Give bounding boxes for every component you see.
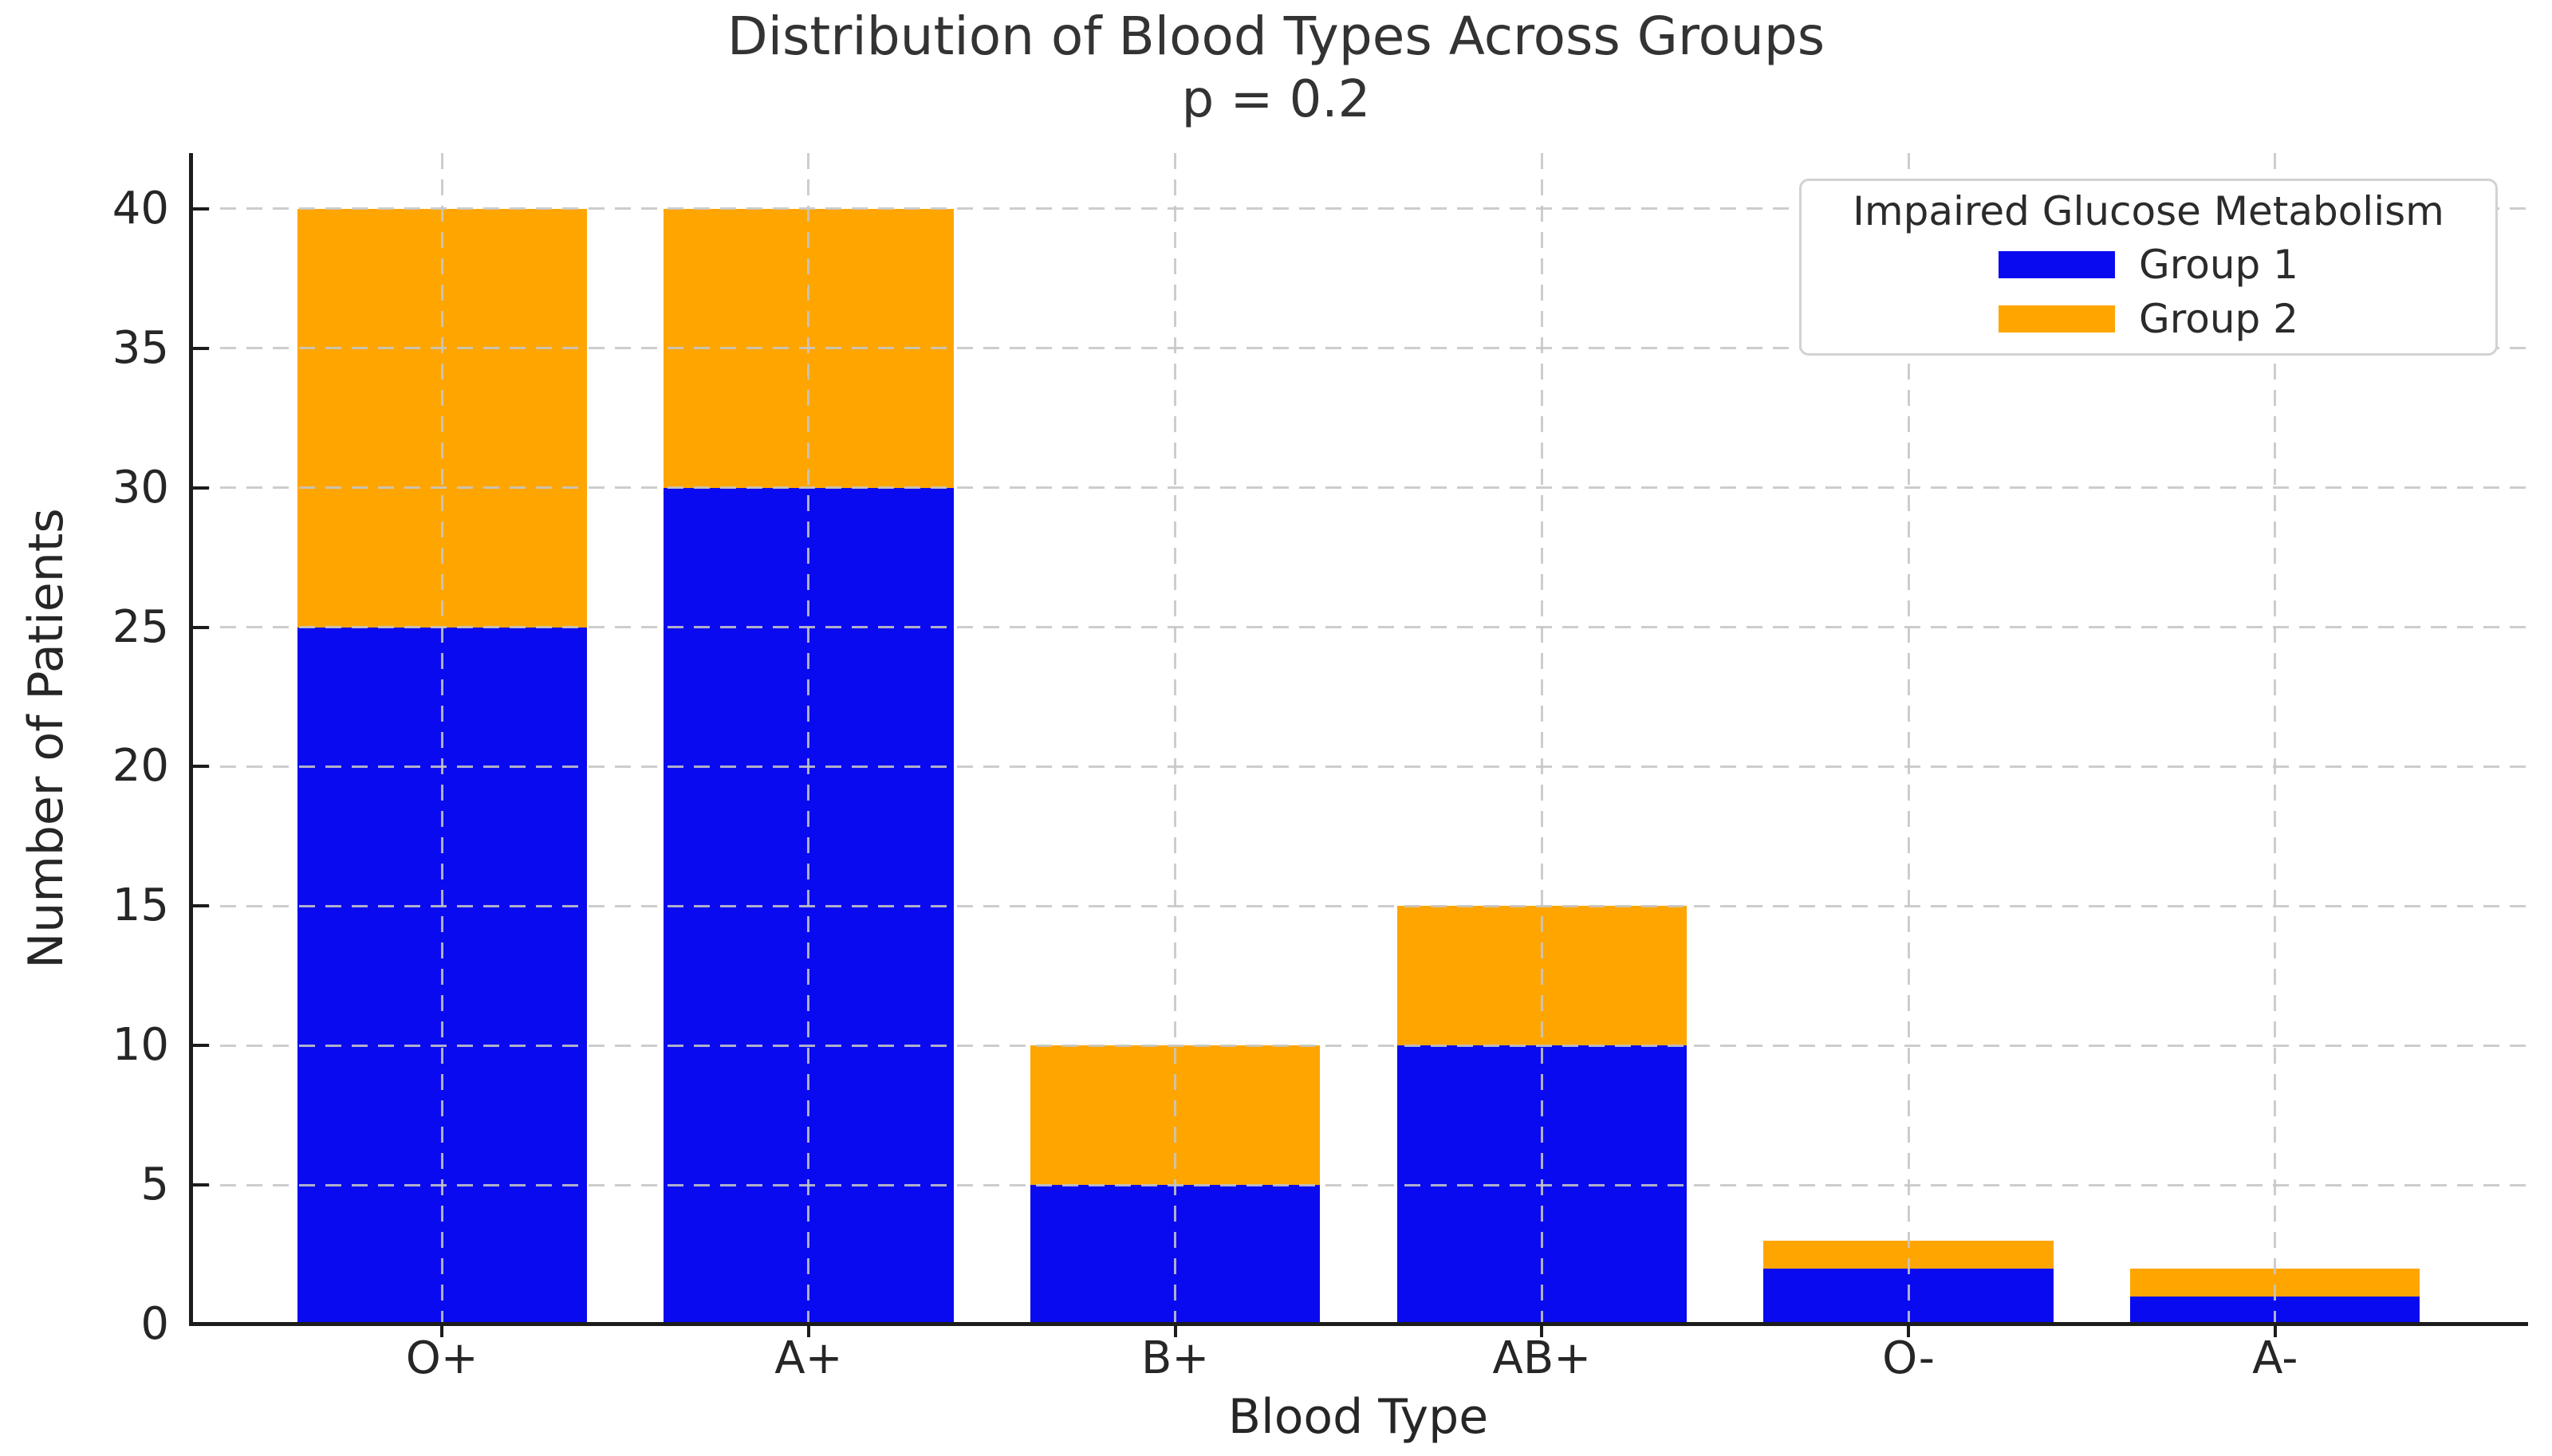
v-gridline-B+ <box>1174 153 1177 1324</box>
legend-swatch-group-2 <box>1999 305 2116 333</box>
h-gridline-30 <box>194 486 2528 490</box>
y-tick-30 <box>193 486 209 490</box>
h-gridline-5 <box>194 1183 2528 1186</box>
y-tick-0 <box>193 1323 209 1326</box>
y-tick-40 <box>193 207 209 211</box>
x-tick-A+ <box>806 1324 810 1337</box>
v-gridline-O- <box>1907 153 1910 1324</box>
h-gridline-15 <box>194 904 2528 907</box>
y-tick-label-5: 5 <box>140 1159 169 1211</box>
y-tick-label-15: 15 <box>112 880 169 932</box>
x-axis-spine <box>189 1322 2528 1326</box>
y-tick-label-40: 40 <box>112 182 169 234</box>
y-tick-35 <box>193 346 209 350</box>
legend-title: Impaired Glucose Metabolism <box>1853 188 2444 234</box>
legend-swatch-group-1 <box>1999 251 2116 278</box>
x-tick-label-AB+: AB+ <box>1492 1332 1592 1384</box>
chart-title: Distribution of Blood Types Across Group… <box>727 6 1825 67</box>
y-tick-15 <box>193 904 209 908</box>
h-gridline-20 <box>194 765 2528 768</box>
y-tick-20 <box>193 765 209 769</box>
x-tick-O+ <box>440 1324 444 1337</box>
y-tick-label-25: 25 <box>112 600 169 653</box>
legend-label-group-2: Group 2 <box>2139 296 2298 342</box>
y-tick-25 <box>193 625 209 629</box>
x-tick-label-B+: B+ <box>1140 1332 1210 1384</box>
x-tick-AB+ <box>1540 1324 1544 1337</box>
h-gridline-25 <box>194 626 2528 629</box>
chart-subtitle: p = 0.2 <box>1181 70 1371 129</box>
legend: Impaired Glucose Metabolism Group 1 Group… <box>1799 179 2498 356</box>
y-tick-10 <box>193 1044 209 1048</box>
y-tick-label-10: 10 <box>112 1019 169 1072</box>
chart-title-block: Distribution of Blood Types Across Group… <box>0 3 2552 129</box>
x-tick-A- <box>2273 1324 2277 1337</box>
x-tick-label-O-: O- <box>1882 1332 1935 1384</box>
y-tick-label-20: 20 <box>112 740 169 793</box>
v-gridline-A- <box>2274 153 2277 1324</box>
y-tick-label-35: 35 <box>112 321 169 374</box>
legend-entries: Group 1 Group 2 <box>1802 240 2495 344</box>
y-tick-label-0: 0 <box>140 1298 169 1350</box>
x-tick-label-A+: A+ <box>774 1332 843 1384</box>
y-axis-spine <box>189 153 193 1326</box>
h-gridline-40 <box>194 207 2528 211</box>
v-gridline-AB+ <box>1540 153 1543 1324</box>
plot-area: Impaired Glucose Metabolism Group 1 Group… <box>189 153 2528 1337</box>
y-tick-5 <box>193 1183 209 1187</box>
y-tick-label-30: 30 <box>112 461 169 514</box>
v-gridline-O+ <box>440 153 443 1324</box>
legend-entry-group-2: Group 2 <box>1802 294 2495 344</box>
x-tick-B+ <box>1173 1324 1177 1337</box>
x-tick-label-O+: O+ <box>405 1332 478 1384</box>
v-gridline-A+ <box>807 153 810 1324</box>
x-tick-O- <box>1907 1324 1911 1337</box>
h-gridline-35 <box>194 347 2528 350</box>
h-gridline-10 <box>194 1044 2528 1047</box>
legend-label-group-1: Group 1 <box>2139 242 2298 288</box>
legend-entry-group-1: Group 1 <box>1802 240 2495 289</box>
x-tick-label-A-: A- <box>2252 1332 2298 1384</box>
x-axis-label: Blood Type <box>1227 1389 1489 1445</box>
